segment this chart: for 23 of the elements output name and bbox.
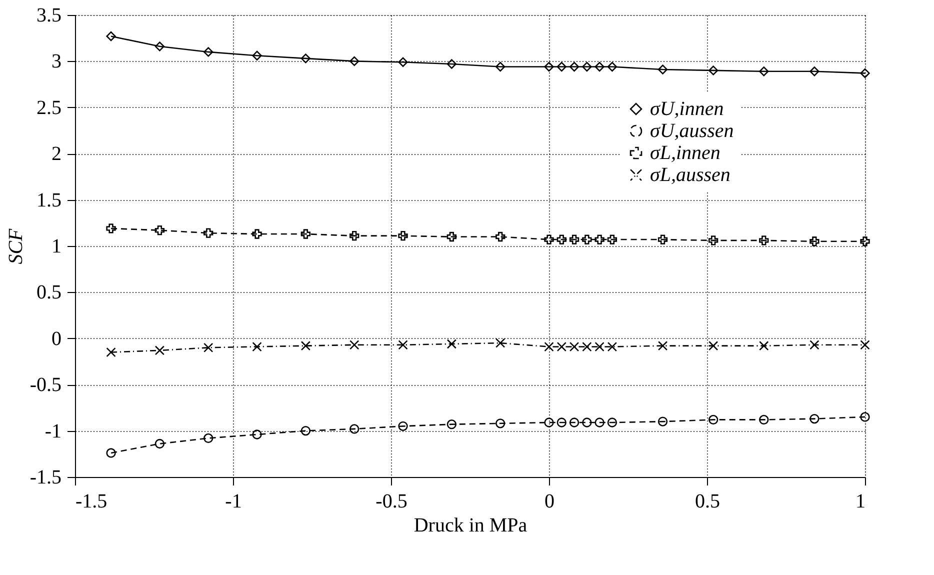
legend-label: σU,innen <box>650 98 724 120</box>
y-tick-label: -1 <box>44 420 62 442</box>
x-tick-label: 1 <box>856 490 866 512</box>
y-tick-label: 2 <box>52 143 62 166</box>
x-axis-title: Druck in MPa <box>414 514 528 536</box>
x-tick-label: -1.5 <box>76 490 108 512</box>
y-tick-label: 2.5 <box>36 96 62 119</box>
y-tick-label: 0.5 <box>36 282 62 304</box>
legend-label: σL,innen <box>650 142 720 164</box>
x-tick-label: -0.5 <box>376 490 408 512</box>
x-tick-label: 0 <box>544 490 554 512</box>
x-tick-label: -1 <box>225 490 242 512</box>
y-tick-label: 1.5 <box>36 189 62 212</box>
y-tick-label: -0.5 <box>30 374 62 396</box>
y-tick-label: 0 <box>52 328 62 350</box>
x-tick-label: 0.5 <box>695 490 720 512</box>
legend-label: σU,aussen <box>650 120 734 142</box>
y-tick-label: -1.5 <box>30 466 62 488</box>
y-tick-label: 3.5 <box>36 4 62 26</box>
y-tick-label: 1 <box>52 236 62 258</box>
y-axis-title: SCF <box>4 228 27 264</box>
y-tick-label: 3 <box>52 50 62 73</box>
legend-label: σL,aussen <box>650 164 730 186</box>
